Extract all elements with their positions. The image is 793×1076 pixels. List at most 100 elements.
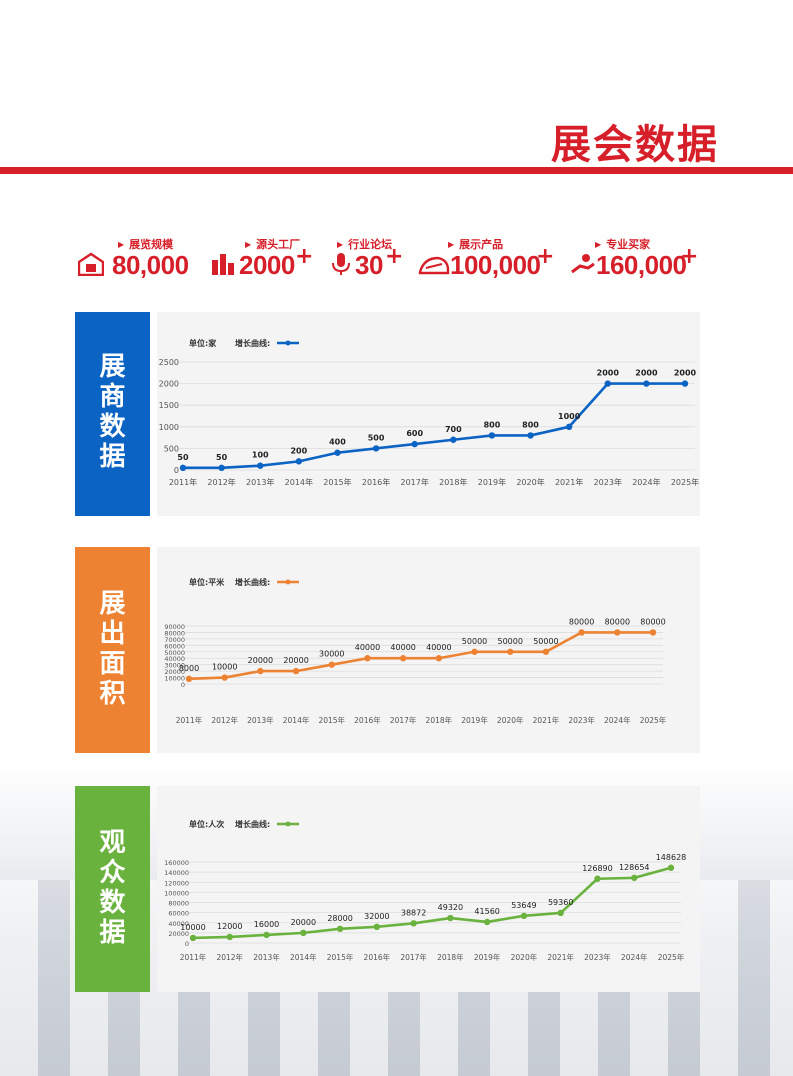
x-tick-label: 2011年 <box>180 952 207 962</box>
data-label: 40000 <box>390 643 415 652</box>
x-tick-label: 2017年 <box>390 715 417 725</box>
plus-sign: + <box>536 244 555 269</box>
visitor-chart-panel: 单位:人次 增长曲线: 0 20000 40000 60000 80000 100000 120… <box>157 786 700 992</box>
x-tick-label: 2021年 <box>533 715 560 725</box>
legend-marker <box>285 340 291 346</box>
data-point <box>372 445 380 452</box>
data-point <box>435 655 443 662</box>
page-title: 展会数据 <box>551 122 719 168</box>
x-tick-label: 2020年 <box>516 477 544 487</box>
area-chart: 单位:平米 增长曲线:010000200003000040000500006000… <box>164 577 667 725</box>
x-tick-label: 2013年 <box>247 715 274 725</box>
data-label: 80000 <box>569 617 594 626</box>
data-label: 80000 <box>640 617 665 626</box>
data-label: 100 <box>252 451 269 460</box>
data-label: 126890 <box>582 864 613 873</box>
y-tick-label: 1000 <box>159 423 179 432</box>
data-point <box>300 929 307 937</box>
stat-value: 100,000 <box>450 250 541 280</box>
x-tick-label: 2012年 <box>216 952 243 962</box>
legend-marker <box>285 821 291 827</box>
stat-label: 源头工厂 <box>245 236 300 252</box>
area-section-label: 展 出 面 积 <box>75 547 150 753</box>
x-tick-label: 2011年 <box>176 715 203 725</box>
data-point <box>179 464 187 472</box>
data-label: 800 <box>484 420 501 429</box>
data-label: 32000 <box>364 912 389 921</box>
stat-value: 30 <box>355 250 383 280</box>
x-tick-label: 2020年 <box>497 715 524 725</box>
y-tick-label: 90000 <box>164 623 185 631</box>
data-label: 16000 <box>254 920 279 929</box>
y-tick-label: 70000 <box>164 636 185 644</box>
data-point <box>336 925 344 933</box>
data-label: 8000 <box>179 664 199 673</box>
data-label: 40000 <box>355 643 380 652</box>
data-point <box>649 629 657 636</box>
chart-unit-label: 单位:人次 <box>189 819 224 829</box>
x-tick-label: 2014年 <box>290 952 317 962</box>
y-tick-label: 100000 <box>164 889 189 897</box>
data-point <box>189 934 197 942</box>
building-icon <box>77 252 105 280</box>
x-tick-label: 2021年 <box>547 952 574 962</box>
legend-marker <box>285 579 291 585</box>
x-tick-label: 2012年 <box>211 715 238 725</box>
data-label: 200 <box>290 446 307 455</box>
stat-buyers: 专业买家 160,000 + <box>570 236 705 280</box>
y-tick-label: 40000 <box>164 655 185 663</box>
data-point <box>334 449 341 456</box>
data-point <box>221 674 228 681</box>
data-label: 41560 <box>474 907 499 916</box>
side-label-text: 展 出 面 积 <box>99 589 126 709</box>
microphone-icon <box>331 252 351 280</box>
x-tick-label: 2016年 <box>364 952 391 962</box>
data-point <box>373 923 381 930</box>
data-label: 28000 <box>327 914 352 923</box>
data-label: 2000 <box>597 369 620 378</box>
x-tick-label: 2025年 <box>671 477 699 487</box>
x-tick-label: 2014年 <box>285 477 313 487</box>
y-tick-label: 2500 <box>159 358 179 367</box>
y-tick-label: 60000 <box>168 910 189 918</box>
x-tick-label: 2016年 <box>354 715 381 725</box>
y-tick-label: 140000 <box>164 869 189 877</box>
x-tick-label: 2017年 <box>400 952 427 962</box>
stat-label: 专业买家 <box>595 236 650 252</box>
data-point <box>520 912 528 920</box>
x-tick-label: 2023年 <box>594 477 622 487</box>
data-point <box>257 667 264 675</box>
y-tick-label: 1500 <box>159 401 179 410</box>
data-label: 80000 <box>605 617 630 626</box>
stat-products: 展示产品 100,000 + <box>418 236 558 280</box>
y-tick-label: 40000 <box>168 920 189 928</box>
y-tick-label: 10000 <box>164 675 185 683</box>
series-line <box>188 631 653 681</box>
visitor-section-label: 观 众 数 据 <box>75 786 150 992</box>
x-tick-label: 2025年 <box>640 715 667 725</box>
x-tick-label: 2017年 <box>401 477 429 487</box>
data-label: 600 <box>406 429 423 438</box>
chart-legend-label: 增长曲线: <box>235 338 270 348</box>
y-tick-label: 0 <box>185 940 189 948</box>
x-tick-label: 2019年 <box>478 477 506 487</box>
data-point <box>263 931 270 939</box>
stat-value: 80,000 <box>112 250 189 280</box>
data-label: 1000 <box>558 412 581 421</box>
data-label: 2000 <box>635 369 658 378</box>
data-label: 20000 <box>248 656 273 665</box>
x-tick-label: 2019年 <box>461 715 488 725</box>
data-label: 50000 <box>498 637 523 646</box>
x-tick-label: 2024年 <box>604 715 631 725</box>
data-point <box>328 661 335 668</box>
data-label: 30000 <box>319 650 344 659</box>
data-label: 20000 <box>283 656 308 665</box>
data-point <box>292 667 300 675</box>
x-tick-label: 2021年 <box>555 477 583 487</box>
data-point <box>542 648 550 655</box>
data-point <box>483 918 491 926</box>
data-label: 700 <box>445 425 462 434</box>
data-label: 49320 <box>438 903 463 912</box>
stat-label: 行业论坛 <box>337 236 392 252</box>
stat-label: 展览规模 <box>118 236 173 252</box>
